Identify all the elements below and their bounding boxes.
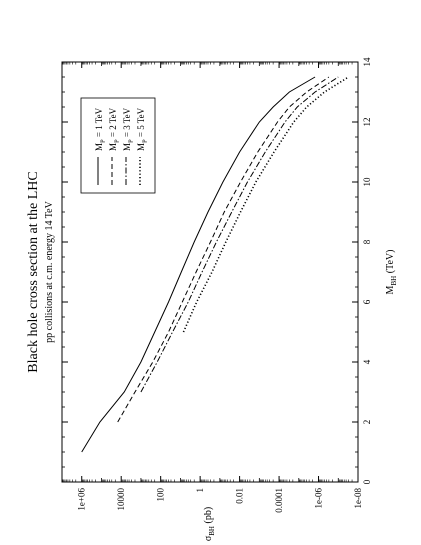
- x-axis-label: MBH (TeV): [385, 250, 398, 295]
- legend-label: MP = 5 TeV: [136, 107, 149, 151]
- chart-subtitle: pp collisions at c.m. energy 14 TeV: [44, 200, 55, 342]
- y-tick-label: 10000: [116, 488, 126, 511]
- series-line-solid: [81, 76, 316, 453]
- legend-label: MP = 1 TeV: [94, 107, 107, 151]
- x-tick-label: 12: [362, 118, 372, 127]
- x-tick-label: 0: [362, 479, 372, 484]
- x-tick-label: 2: [362, 420, 372, 425]
- x-tick-label: 14: [362, 57, 372, 67]
- x-tick-label: 4: [362, 359, 372, 364]
- x-axis-label-main: M: [385, 285, 396, 294]
- chart-title: Black hole cross section at the LHC: [26, 171, 41, 372]
- y-axis-label-main: σ: [203, 535, 214, 541]
- x-tick-label: 8: [362, 239, 372, 244]
- y-tick-label: 0.0001: [274, 488, 284, 513]
- x-axis-label-sub: BH: [390, 276, 398, 286]
- y-tick-label: 0.01: [235, 488, 245, 504]
- series-line-dash: [117, 76, 330, 423]
- series-line-dashdot: [140, 76, 339, 393]
- x-axis-label-unit: (TeV): [385, 250, 396, 276]
- y-tick-label: 100: [156, 488, 166, 502]
- series-lines: [81, 76, 350, 453]
- series-line-dot: [182, 76, 350, 333]
- legend-box: [80, 97, 156, 194]
- y-tick-label: 1e+06: [77, 488, 87, 511]
- y-axis-label-unit: (pb): [203, 507, 214, 526]
- y-tick-label: 1: [195, 488, 205, 493]
- legend-label: MP = 3 TeV: [122, 107, 135, 151]
- y-tick-label: 1e-06: [314, 488, 324, 509]
- y-tick-label: 1e-08: [353, 488, 363, 509]
- ticks: 0 2 4 6 8 10 12 14 1e-08 1e-06 0.0001 0.01 1 100 10000…: [62, 57, 372, 513]
- legend-label: MP = 2 TeV: [108, 107, 121, 151]
- y-axis-label: σBH (pb): [203, 507, 216, 541]
- x-tick-label: 6: [362, 299, 372, 304]
- y-axis-label-sub: BH: [208, 526, 216, 536]
- x-tick-label: 10: [362, 177, 372, 187]
